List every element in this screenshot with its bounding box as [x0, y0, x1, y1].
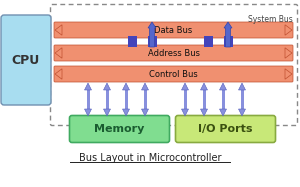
FancyArrow shape	[285, 48, 292, 58]
FancyArrow shape	[85, 83, 92, 90]
FancyBboxPatch shape	[1, 15, 51, 105]
Text: Address Bus: Address Bus	[148, 49, 200, 58]
Text: CPU: CPU	[12, 53, 40, 67]
FancyArrow shape	[182, 83, 188, 90]
FancyArrow shape	[200, 83, 208, 90]
FancyBboxPatch shape	[54, 66, 293, 82]
Bar	[224, 36, 232, 47]
Bar	[221, 89, 224, 110]
Text: Data Bus: Data Bus	[154, 26, 193, 35]
Bar	[106, 89, 109, 110]
FancyArrow shape	[148, 22, 156, 47]
Bar	[148, 36, 157, 47]
FancyArrow shape	[55, 48, 62, 58]
FancyArrow shape	[238, 109, 245, 116]
FancyArrow shape	[220, 83, 226, 90]
Text: I/O Ports: I/O Ports	[198, 124, 253, 134]
Bar	[143, 89, 146, 110]
FancyBboxPatch shape	[54, 45, 293, 61]
FancyArrow shape	[103, 83, 110, 90]
FancyArrow shape	[285, 69, 292, 79]
Text: Bus Layout in Microcontroller: Bus Layout in Microcontroller	[79, 153, 221, 163]
FancyArrow shape	[142, 83, 148, 90]
Bar	[124, 89, 128, 110]
Bar	[128, 36, 136, 47]
FancyArrow shape	[182, 109, 188, 116]
Bar	[241, 89, 244, 110]
Bar	[203, 36, 212, 47]
FancyBboxPatch shape	[54, 22, 293, 38]
FancyArrow shape	[122, 109, 130, 116]
FancyArrow shape	[224, 22, 232, 47]
FancyArrow shape	[85, 109, 92, 116]
FancyArrow shape	[285, 25, 292, 35]
Bar	[86, 89, 89, 110]
FancyArrow shape	[220, 109, 226, 116]
FancyArrow shape	[200, 109, 208, 116]
Text: Memory: Memory	[94, 124, 145, 134]
FancyArrow shape	[122, 83, 130, 90]
Bar	[184, 89, 187, 110]
Text: Control Bus: Control Bus	[149, 70, 198, 79]
Bar	[202, 89, 206, 110]
FancyArrow shape	[55, 69, 62, 79]
FancyArrow shape	[103, 109, 110, 116]
FancyArrow shape	[142, 109, 148, 116]
FancyArrow shape	[55, 25, 62, 35]
FancyBboxPatch shape	[176, 116, 275, 142]
FancyBboxPatch shape	[70, 116, 170, 142]
FancyArrow shape	[238, 83, 245, 90]
Text: System Bus: System Bus	[248, 15, 293, 24]
